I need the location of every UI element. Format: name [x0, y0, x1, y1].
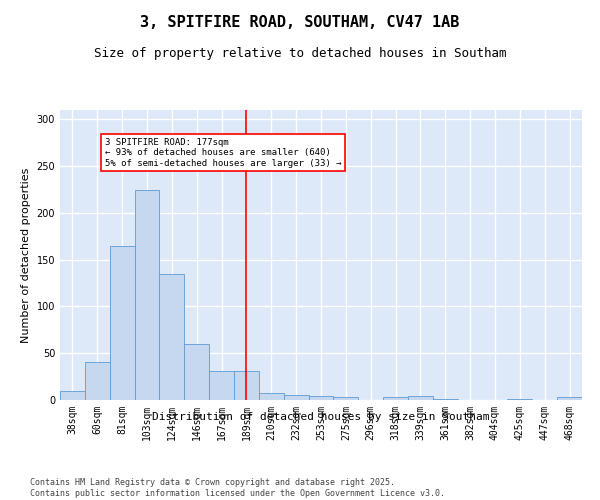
Bar	[134, 190, 160, 400]
Bar	[259, 392, 284, 400]
Text: 3, SPITFIRE ROAD, SOUTHAM, CV47 1AB: 3, SPITFIRE ROAD, SOUTHAM, CV47 1AB	[140, 15, 460, 30]
Bar	[284, 396, 308, 400]
Bar	[334, 397, 358, 400]
Bar	[383, 397, 408, 400]
Bar	[234, 371, 259, 400]
Bar	[110, 246, 134, 400]
Text: Contains HM Land Registry data © Crown copyright and database right 2025.
Contai: Contains HM Land Registry data © Crown c…	[30, 478, 445, 498]
Bar	[160, 274, 184, 400]
Text: Size of property relative to detached houses in Southam: Size of property relative to detached ho…	[94, 48, 506, 60]
Bar	[557, 397, 582, 400]
Bar	[508, 399, 532, 400]
Bar	[60, 390, 85, 400]
Text: 3 SPITFIRE ROAD: 177sqm
← 93% of detached houses are smaller (640)
5% of semi-de: 3 SPITFIRE ROAD: 177sqm ← 93% of detache…	[105, 138, 341, 168]
Bar	[408, 396, 433, 400]
Bar	[184, 344, 209, 400]
Bar	[308, 396, 334, 400]
Bar	[433, 399, 458, 400]
Bar	[85, 362, 110, 400]
Text: Distribution of detached houses by size in Southam: Distribution of detached houses by size …	[152, 412, 490, 422]
Y-axis label: Number of detached properties: Number of detached properties	[21, 168, 31, 342]
Bar	[209, 371, 234, 400]
